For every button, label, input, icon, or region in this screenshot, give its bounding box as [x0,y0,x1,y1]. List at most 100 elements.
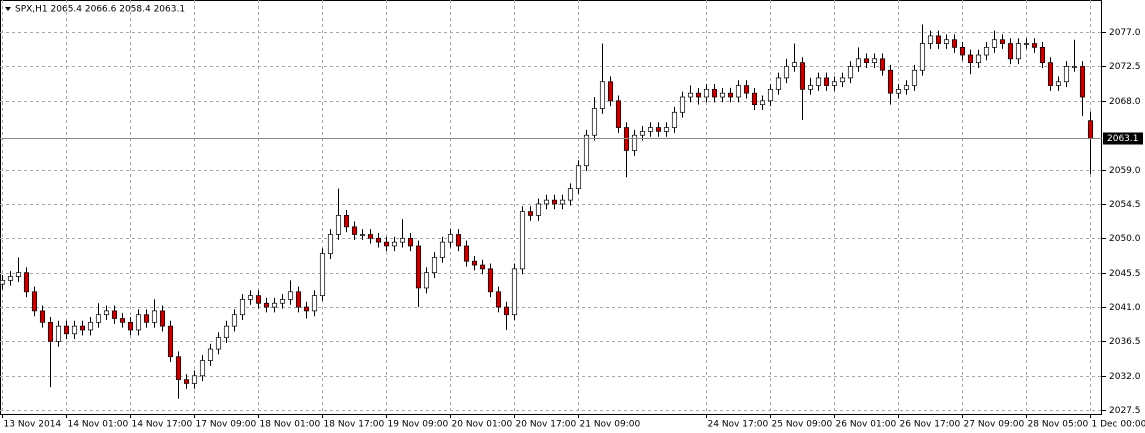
y-tick-label: 2036.5 [1109,337,1141,347]
candle-body [983,47,990,56]
x-tick-label: 27 Nov 09:00 [964,420,1025,430]
y-tick-label: 2059.0 [1109,166,1141,176]
candle-body [855,58,862,67]
candle-body [7,276,14,281]
candle-body [607,81,614,102]
candle-body [1047,62,1054,86]
candle-body [751,92,758,105]
candle-body [1055,81,1062,86]
candle-body [511,268,518,316]
candle-body [743,85,750,94]
candle-body [63,325,70,335]
menu-icon [5,7,11,11]
candle-body [951,39,958,48]
x-tick-label: 25 Nov 09:00 [772,420,833,430]
candle-body [391,241,398,247]
candle-body [95,314,102,323]
candle-body [143,314,150,323]
candle-body [943,39,950,44]
candle-body [999,39,1006,44]
candle-body [223,325,230,338]
x-tick-label: 20 Nov 01:00 [452,420,513,430]
candle-body [135,314,142,331]
candle-body [871,58,878,63]
candle-body [767,89,774,102]
candle-body [1031,43,1038,48]
candle-body [799,62,806,90]
candle-body [1063,66,1070,83]
x-tick-label: 24 Nov 17:00 [708,420,769,430]
candle-body [471,260,478,266]
x-tick-label: 18 Nov 01:00 [260,420,321,430]
candle-body [623,127,630,151]
candle-body [535,203,542,216]
candle-body [807,85,814,90]
candle-body [551,199,558,205]
x-tick-label: 14 Nov 17:00 [132,420,193,430]
candle-body [1015,43,1022,60]
candle-body [351,226,358,235]
candle-body [703,89,710,98]
candle-body [111,310,118,319]
x-tick-label: 26 Nov 01:00 [836,420,897,430]
candle-body [823,77,830,86]
candle-body [599,81,606,109]
candle-body [375,237,382,243]
candle-body [343,215,350,228]
candle-body [1007,43,1014,60]
candle-body [911,69,918,86]
candle-body [239,299,246,316]
candle-body [287,291,294,300]
y-tick-label: 2054.5 [1109,200,1141,210]
x-tick-label: 17 Nov 09:00 [196,420,257,430]
candle-body [935,35,942,44]
candle-body [1071,66,1078,68]
candle-body [207,348,214,361]
candle-body [431,257,438,274]
y-tick-label: 2045.5 [1109,269,1141,279]
candle-body [423,272,430,289]
candle-body [655,127,662,132]
candle-body [719,92,726,98]
candle-body [927,35,934,44]
candle-body [183,379,190,384]
candle-body [503,306,510,316]
x-tick-label: 18 Nov 17:00 [324,420,385,430]
candle-body [103,310,110,316]
candle-body [1087,120,1094,139]
x-tick-label: 1 Dec 00:00 [1092,420,1145,430]
candle-body [967,54,974,63]
y-tick-label: 2032.0 [1109,372,1141,382]
candle-body [191,375,198,384]
candle-body [783,66,790,79]
candle-body [1039,47,1046,63]
candle-body [591,108,598,136]
x-tick-label: 20 Nov 17:00 [516,420,577,430]
candle-body [791,62,798,67]
y-tick-label: 2077.0 [1109,28,1141,38]
x-tick-label: 13 Nov 2014 [4,420,62,430]
candle-body [47,321,54,342]
candle-body [583,134,590,167]
candle-body [39,310,46,323]
candle-body [55,325,62,342]
candle-body [151,310,158,323]
candle-body [919,43,926,71]
candle-body [447,234,454,243]
candle-body [495,291,502,308]
candle-body [775,77,782,90]
x-tick-label: 19 Nov 09:00 [388,420,449,430]
candle-body [839,77,846,83]
candle-body [15,272,22,277]
candle-body [559,199,566,205]
candle-body [199,360,206,377]
candle-body [887,69,894,94]
y-tick-label: 2072.5 [1109,62,1141,72]
x-tick-label: 14 Nov 01:00 [68,420,129,430]
candle-body [695,92,702,98]
candle-body [255,295,262,304]
candle-body [639,131,646,136]
candle-body [543,199,550,205]
y-tick-label: 2068.0 [1109,97,1141,107]
